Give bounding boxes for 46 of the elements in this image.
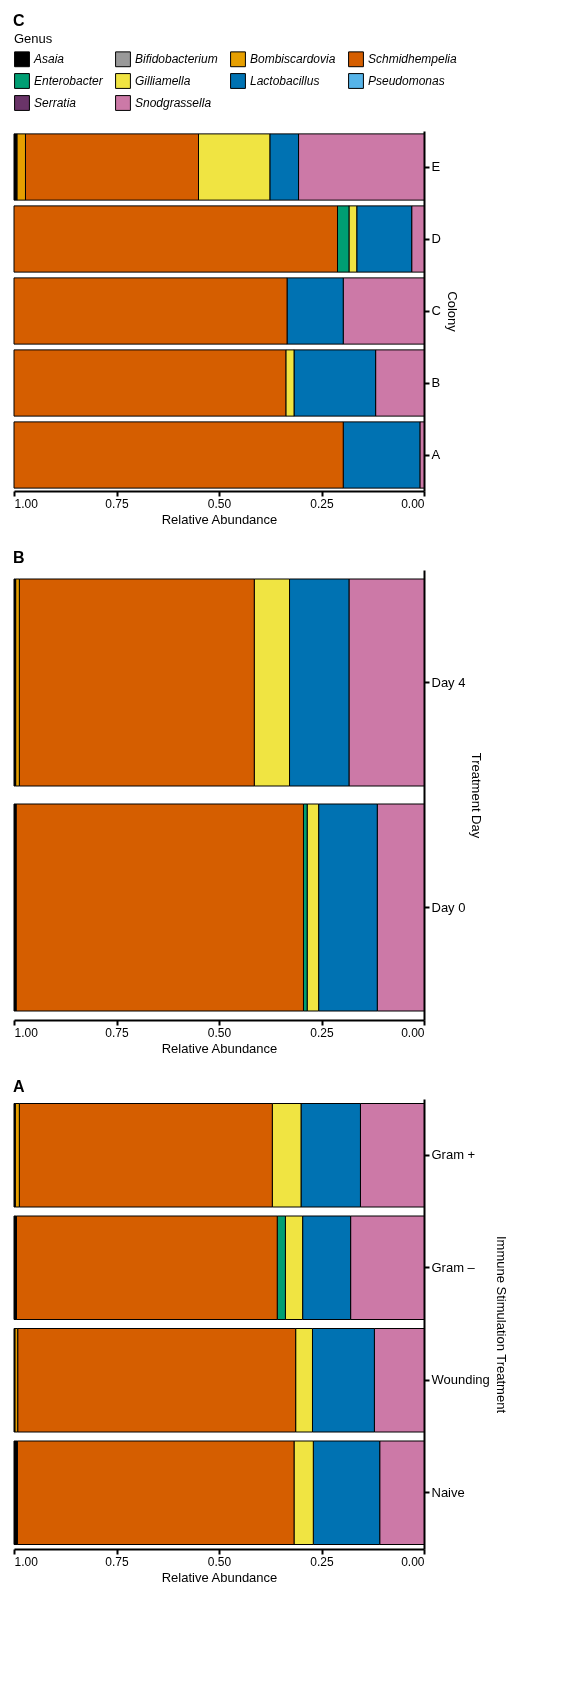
legend-label: Lactobacillus [250,74,320,88]
y-tick-label: B [431,375,441,390]
x-tick-label: 0.50 [207,1554,232,1569]
x-tick-label: 0.75 [105,1554,129,1569]
x-tick-label: 0.00 [401,496,425,511]
y-tick-label: Wounding [431,1372,490,1388]
chart-title: B [13,549,25,566]
x-axis-title: Relative Abundance [161,511,278,527]
y-tick-label: A [431,447,441,462]
x-axis-title: Relative Abundance [161,1569,278,1585]
y-tick-label: E [431,159,441,174]
legend-label: Asaia [33,52,65,67]
legend-label: Bifidobacterium [135,52,218,67]
y-tick-label: Gram – [431,1259,476,1275]
legend-label: Schmidhempelia [368,52,458,67]
x-tick-label: 1.00 [14,1554,39,1569]
y-axis-title: Immune Stimulation Treatment [493,1235,509,1414]
legend-label: Bombiscardovia [250,52,336,67]
x-tick-label: 0.00 [401,1025,425,1040]
chart-title: C [13,12,25,29]
x-tick-label: 1.00 [14,1025,39,1040]
y-tick-label: D [431,231,441,246]
x-tick-label: 0.25 [310,1025,334,1040]
x-tick-label: 0.25 [310,1554,334,1569]
y-axis-title: Treatment Day [469,752,485,839]
x-tick-label: 0.00 [401,1554,425,1569]
y-tick-label: Naive [431,1484,465,1500]
legend-label: Gilliamella [135,74,191,88]
legend-label: Snodgrassella [135,96,212,110]
chart-title: A [13,1078,25,1095]
y-axis-title: Colony [444,291,460,333]
legend-label: Pseudomonas [368,74,445,88]
legend-label: Enterobacter [34,74,104,88]
y-tick-label: Gram + [431,1147,476,1163]
legend-title: Genus [14,31,53,46]
legend-label: Serratia [34,96,77,110]
x-tick-label: 1.00 [14,496,39,511]
x-tick-label: 0.50 [207,496,232,511]
y-tick-label: C [431,303,441,318]
y-tick-label: Day 0 [431,899,466,915]
x-tick-label: 0.75 [105,1025,129,1040]
x-axis-title: Relative Abundance [161,1040,278,1056]
x-tick-label: 0.75 [105,496,129,511]
y-tick-label: Day 4 [431,674,466,690]
x-tick-label: 0.25 [310,496,334,511]
x-tick-label: 0.50 [207,1025,232,1040]
